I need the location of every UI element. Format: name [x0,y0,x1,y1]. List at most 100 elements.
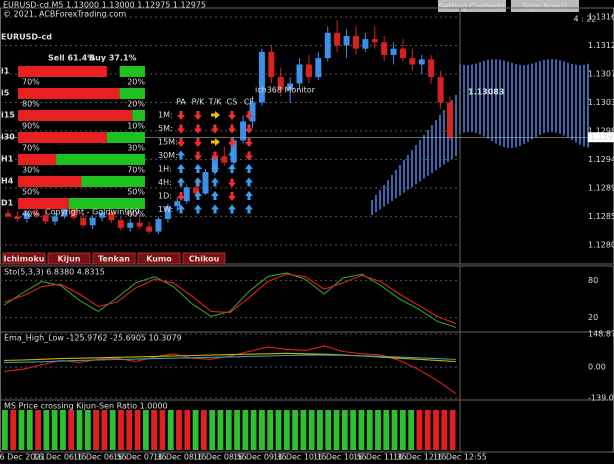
candle-body [193,187,200,194]
grid-col: CS [227,98,238,107]
sell-pct: 90% [22,122,40,131]
signal-arrow [228,164,236,173]
signal-arrow [211,151,219,161]
candle-body [230,140,237,163]
candle-body [221,156,228,163]
signal-bar [68,410,75,450]
button[interactable] [511,0,579,12]
signal-bar [292,410,298,450]
signal-bar [2,410,8,450]
signal-arrow [177,164,185,173]
candle-body [33,212,40,216]
x-tick-label: 16 Dec 08:55 [193,453,247,462]
signal-bar [134,410,141,450]
candle-body [447,102,453,138]
candle-body [258,51,265,103]
x-tick-label: 16 Dec 11:35 [353,453,407,462]
series-line [3,272,457,329]
x-tick-label: 16 Dec 08:15 [153,453,207,462]
signal-bar [126,410,133,450]
candle-body [136,222,143,227]
grid-row: 1D: [158,192,172,201]
button-label[interactable]: Setting Contents [438,2,505,11]
candle-body [164,206,171,219]
sell-bar [18,132,107,143]
signal-bar [18,410,25,450]
tab-label[interactable]: Kumo [146,255,172,264]
tab-label[interactable]: Kijun [57,255,80,264]
x-tick-label: 16 Dec 12:15 [393,453,447,462]
grid-row: 1H: [158,165,172,174]
y-tick-label: 1.13075 [588,69,614,78]
candle-body [409,58,416,65]
signal-arrow [211,191,219,200]
signal-bar [366,410,373,450]
candle-body [117,220,124,228]
tab-label[interactable]: Ichimoku [3,255,44,264]
signal-bar [242,410,249,450]
grid-row: 1M: [158,111,173,120]
signal-arrow [211,111,220,119]
row-label: i15 [1,111,15,120]
signal-arrow [245,111,253,120]
row-label: H4 [1,177,14,186]
signal-bar [10,410,17,450]
sell-total: Sell 61.4% [48,54,95,63]
signal-bar [184,410,191,450]
candle-body [70,208,77,218]
price-box [588,132,614,143]
current-price: 1.12975 [590,133,614,142]
buy-bar [81,176,145,187]
signal-arrow [228,138,236,147]
y-tick-label: 80 [588,276,598,285]
sell-bar [18,176,82,187]
signal-arrow [177,150,185,160]
signal-bar [424,410,431,450]
signal-bar [142,410,149,450]
sell-bar [18,88,120,99]
signal-arrow [177,124,185,134]
symbol: EURUSD-cd [1,33,52,42]
candle-body [287,83,294,90]
tab-label[interactable]: Chikou [189,255,220,264]
signal-arrow [177,192,185,201]
signal-arrow [211,164,219,173]
signal-bar [375,410,381,450]
tab-label[interactable]: Tenkan [98,255,130,264]
button-label[interactable]: Sign Now!! [523,2,567,11]
signal-bar [308,410,315,450]
signal-arrow [177,177,185,187]
signal-arrow [228,111,236,120]
tab[interactable] [182,252,226,265]
signal-arrow [194,204,202,214]
tab[interactable] [2,252,46,265]
tab[interactable] [137,252,181,265]
signal-arrow [177,111,185,120]
row-label: H1 [1,155,14,164]
button[interactable] [438,0,506,12]
signal-arrow [245,164,253,173]
tab[interactable] [47,252,91,265]
signal-bar [317,410,323,450]
buy-pct: 20% [127,100,145,109]
y-tick-label: -139.0645 [588,394,614,403]
candle-body [418,59,425,65]
tab[interactable] [92,252,136,265]
signal-bar [192,410,199,450]
signal-bar [283,410,290,450]
candle-body [362,39,369,49]
y-tick-label: 1.13165 [588,12,614,21]
signal-bar [433,410,439,450]
signal-bar [101,410,108,450]
signal-arrow [228,124,236,134]
signal-bar [250,410,257,450]
candle-body [343,35,350,46]
candle-body [174,201,181,207]
signal-arrow [194,138,202,147]
signal-bar [408,410,415,450]
candle-body [155,218,162,232]
signal-bar [118,410,124,450]
candle-body [381,42,388,55]
